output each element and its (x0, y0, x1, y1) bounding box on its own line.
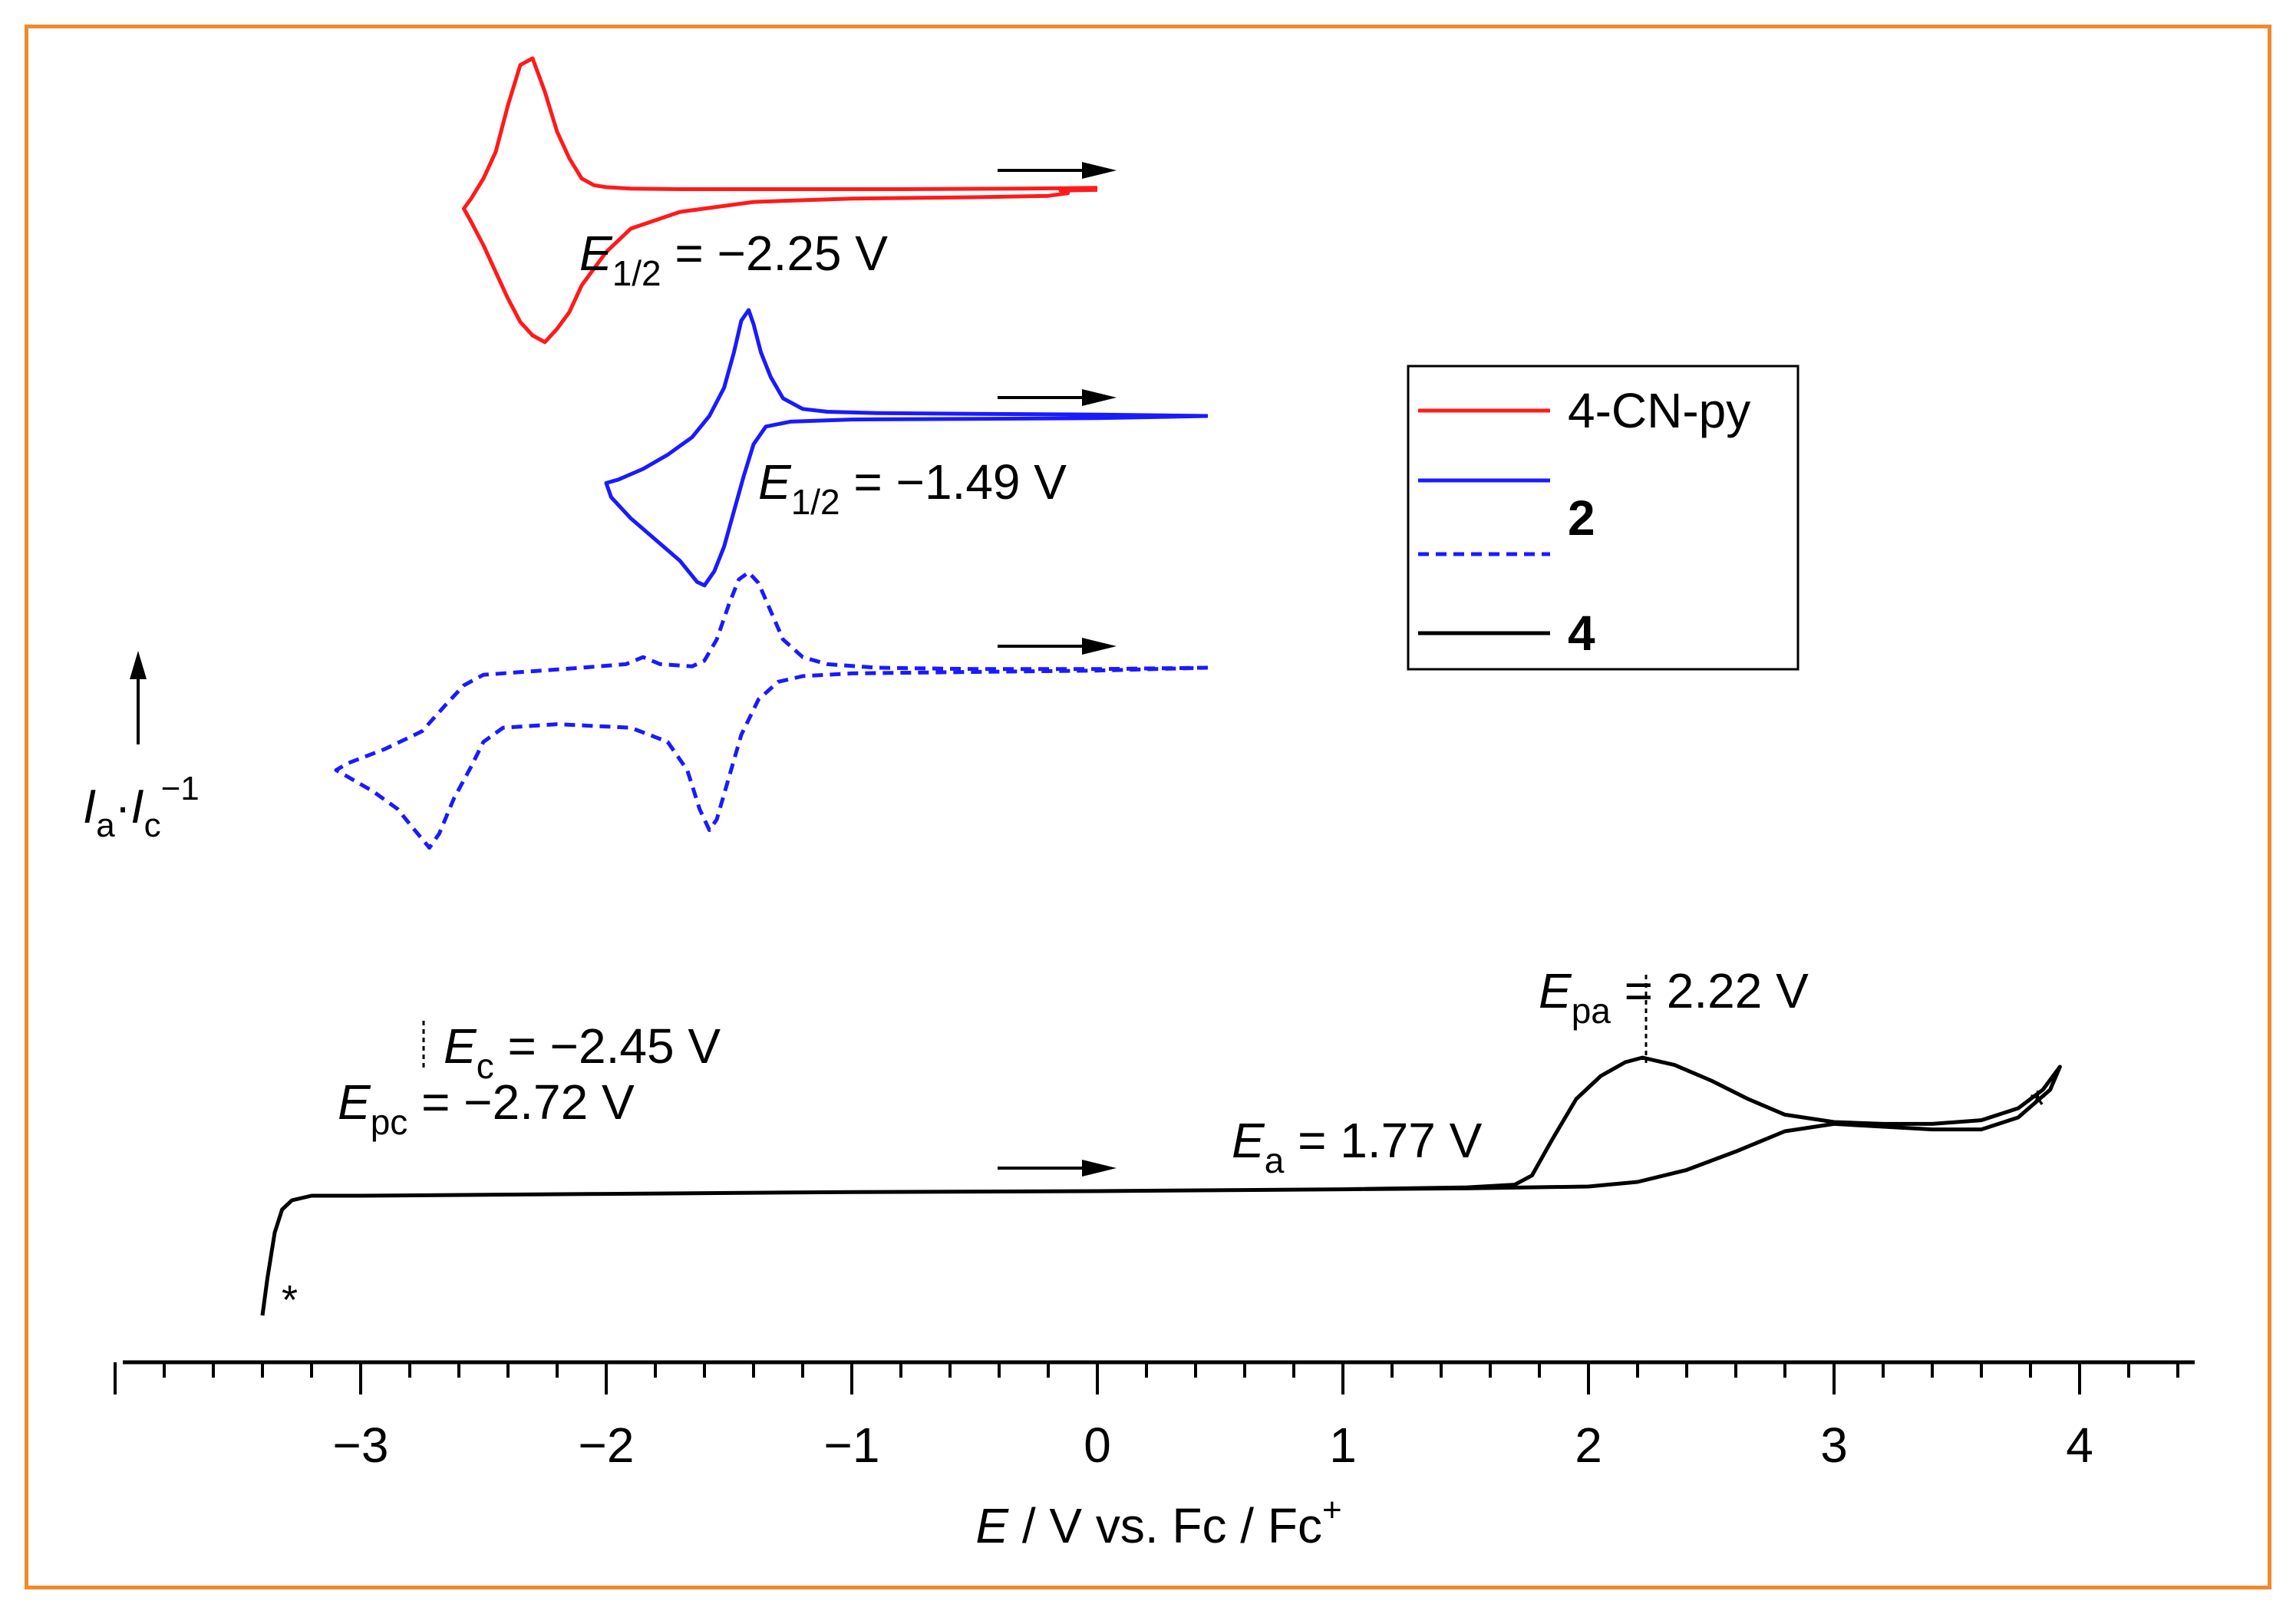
legend-label-3: 4 (1568, 606, 1595, 661)
legend-label-2: 2 (1568, 490, 1595, 546)
series-line-3 (260, 1055, 2062, 1316)
x-tick-label: 0 (1084, 1418, 1111, 1473)
x-tick-label: 2 (1575, 1418, 1602, 1473)
annotation-e-half-2: E1/2 = −1.49 V (758, 454, 1067, 522)
x-tick-label: −2 (579, 1418, 635, 1473)
annotation-asterisk-right: * (2030, 1082, 2046, 1128)
y-axis-indicator (130, 651, 147, 744)
annotation-asterisk-left: * (282, 1277, 298, 1323)
annotation-e-a: Ea = 1.77 V (1232, 1113, 1483, 1180)
scan-direction-arrow-1 (998, 389, 1117, 406)
y-axis-label: Ia·Ic−1 (83, 770, 200, 844)
x-tick-label: 4 (2066, 1418, 2093, 1473)
annotation-e-pa: Epa = 2.22 V (1539, 963, 1809, 1031)
scan-direction-arrow-2 (998, 638, 1117, 655)
series-line-2 (334, 570, 1209, 850)
legend-label-0: 4-CN-py (1568, 383, 1750, 438)
annotation-e-pc: Epc = −2.72 V (338, 1074, 635, 1142)
scan-direction-arrow-3 (998, 1160, 1117, 1177)
x-tick-label: −1 (824, 1418, 880, 1473)
scan-direction-arrow-0 (998, 162, 1117, 179)
x-tick-label: 1 (1329, 1418, 1357, 1473)
annotation-e-c: Ec = −2.45 V (444, 1018, 721, 1086)
figure-frame (25, 25, 2271, 1589)
annotation-e-half-4cnpy: E1/2 = −2.25 V (579, 226, 888, 293)
x-tick-label: 3 (1820, 1418, 1848, 1473)
legend-box (1407, 365, 1800, 671)
series-line-1 (604, 308, 1209, 588)
x-tick-label: −3 (333, 1418, 389, 1473)
x-axis-title: E / V vs. Fc / Fc+ (975, 1491, 1341, 1553)
series-line-0 (461, 56, 1098, 345)
